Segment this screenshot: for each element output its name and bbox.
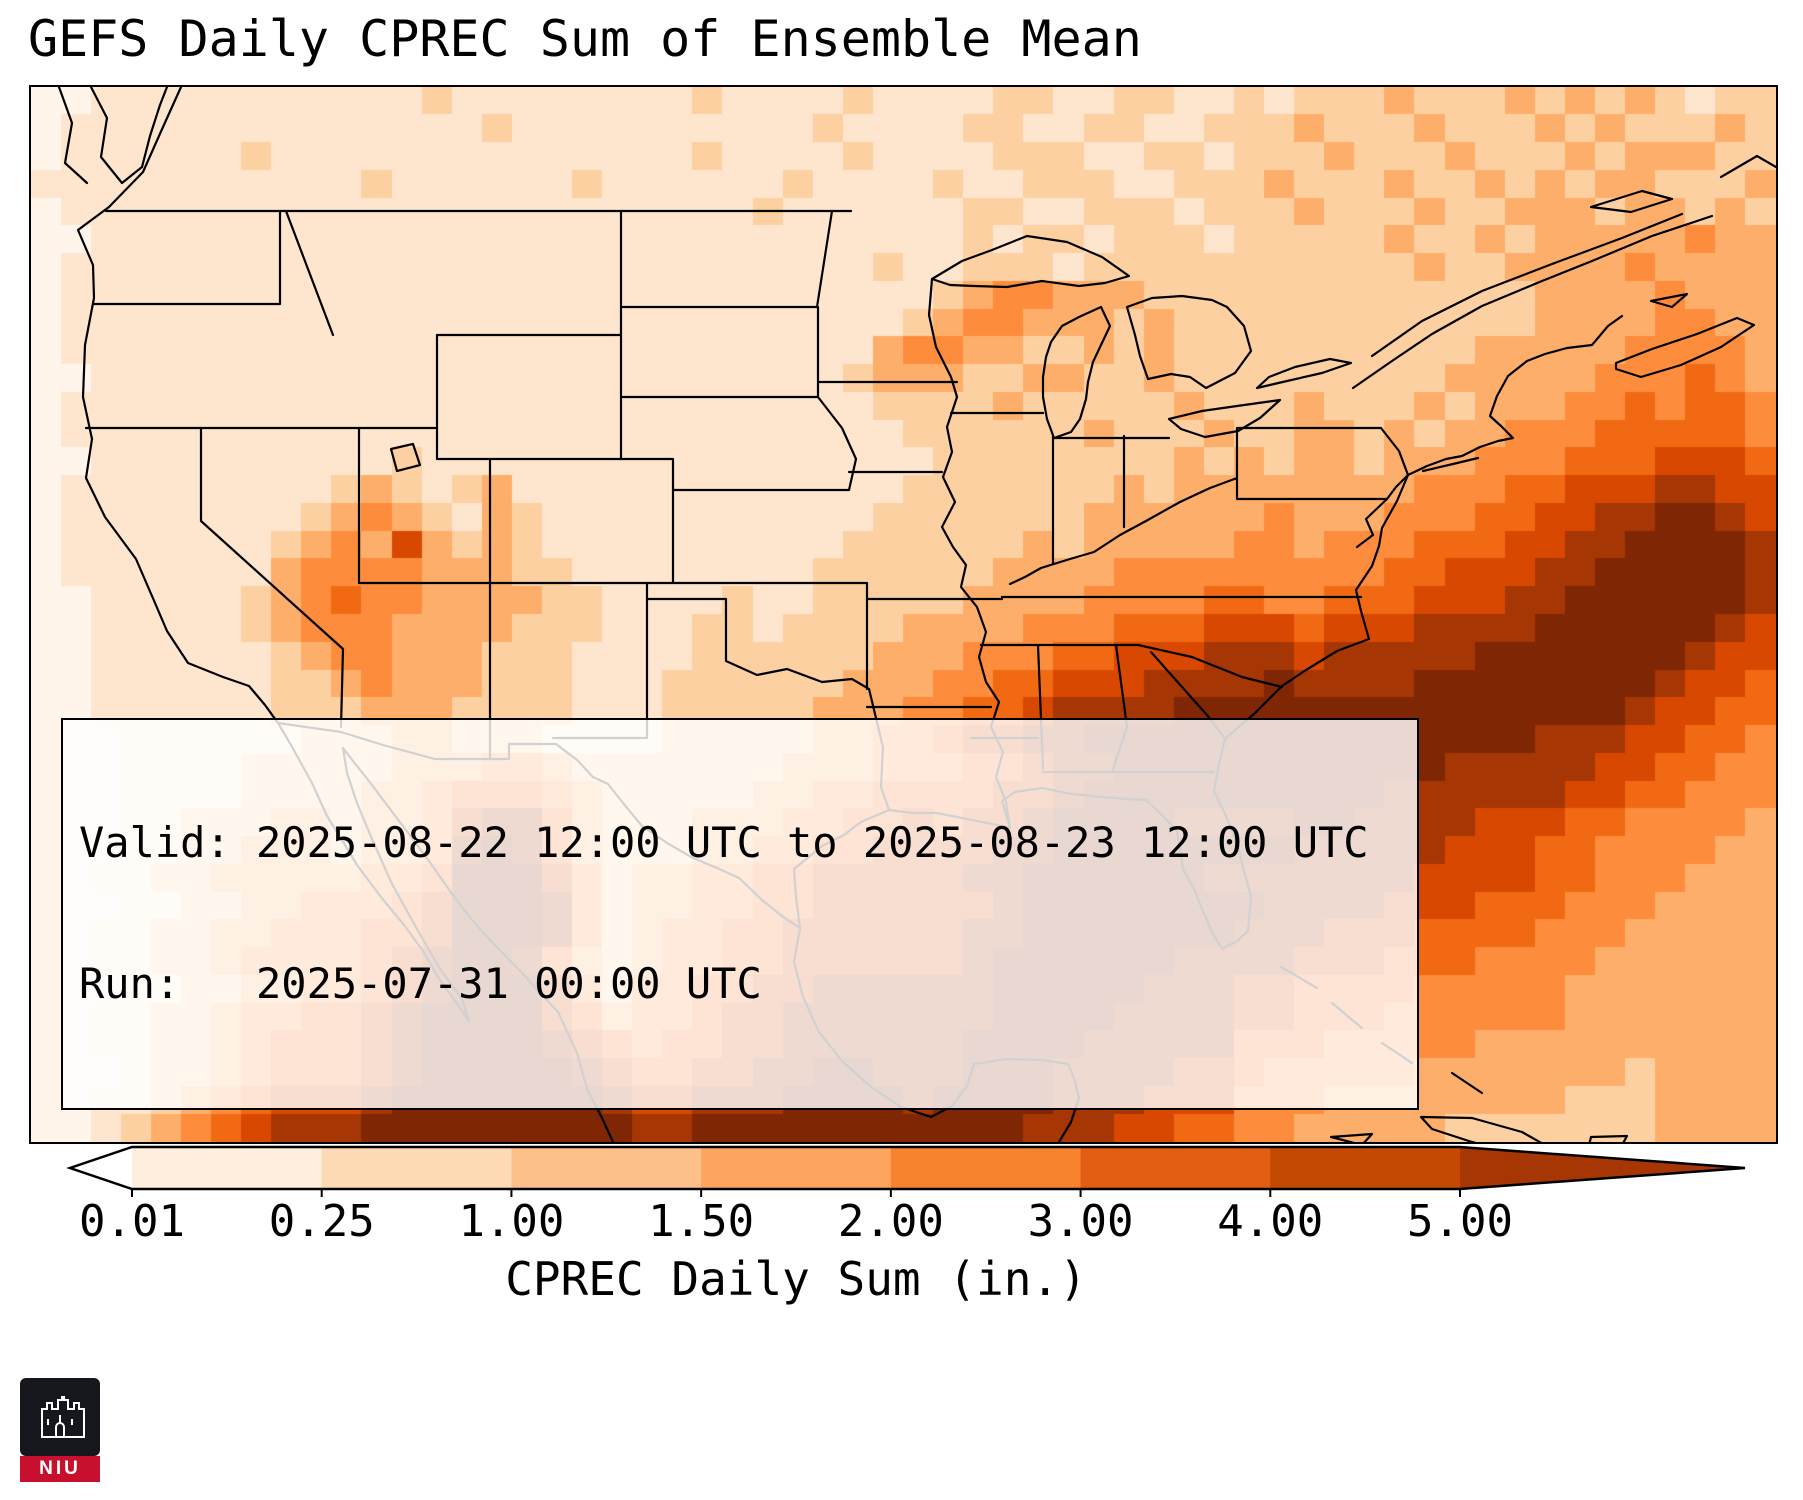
run-text: Run: 2025-07-31 00:00 UTC xyxy=(79,959,762,1008)
state-borders xyxy=(84,209,1410,830)
colorbar-segment xyxy=(890,1147,1082,1189)
great-lakes xyxy=(930,234,1353,440)
colorbar-tick-label: 4.00 xyxy=(1217,1196,1324,1247)
valid-run-box: Valid: 2025-08-22 12:00 UTC to 2025-08-2… xyxy=(61,718,1419,1110)
colorbar-segment xyxy=(511,1147,703,1189)
map-plot: Valid: 2025-08-22 12:00 UTC to 2025-08-2… xyxy=(29,85,1778,1144)
colorbar-segment xyxy=(132,1147,323,1189)
chart-title: GEFS Daily CPREC Sum of Ensemble Mean xyxy=(28,10,1142,68)
colorbar-axis-label: CPREC Daily Sum (in.) xyxy=(505,1252,1087,1306)
coastline-bc xyxy=(57,87,169,185)
colorbar-tick-label: 0.01 xyxy=(79,1196,185,1247)
colorbar-segment xyxy=(321,1147,513,1189)
valid-text: Valid: 2025-08-22 12:00 UTC to 2025-08-2… xyxy=(79,818,1369,867)
colorbar xyxy=(66,1145,1746,1197)
coastline-canada xyxy=(1351,154,1776,390)
colorbar-tick-labels: 0.01 0.25 1.00 1.50 2.00 3.00 4.00 5.00 xyxy=(70,1196,1745,1250)
colorbar-tick-label: 0.25 xyxy=(268,1196,375,1247)
colorbar-tick-label: 3.00 xyxy=(1027,1196,1134,1247)
colorbar-tick-label: 1.50 xyxy=(648,1196,755,1247)
colorbar-segment xyxy=(1270,1147,1461,1189)
colorbar-tick-label: 2.00 xyxy=(837,1196,944,1247)
niu-logo: NIU xyxy=(20,1378,100,1482)
colorbar-left-arrow xyxy=(70,1147,132,1189)
colorbar-tick-label: 1.00 xyxy=(458,1196,565,1247)
colorbar-segment xyxy=(1080,1147,1272,1189)
colorbar-segment xyxy=(701,1147,892,1189)
niu-castle-icon xyxy=(20,1378,100,1456)
colorbar-tick-label: 5.00 xyxy=(1407,1196,1513,1247)
niu-logo-text: NIU xyxy=(20,1456,100,1482)
colorbar-right-arrow xyxy=(1460,1147,1745,1189)
